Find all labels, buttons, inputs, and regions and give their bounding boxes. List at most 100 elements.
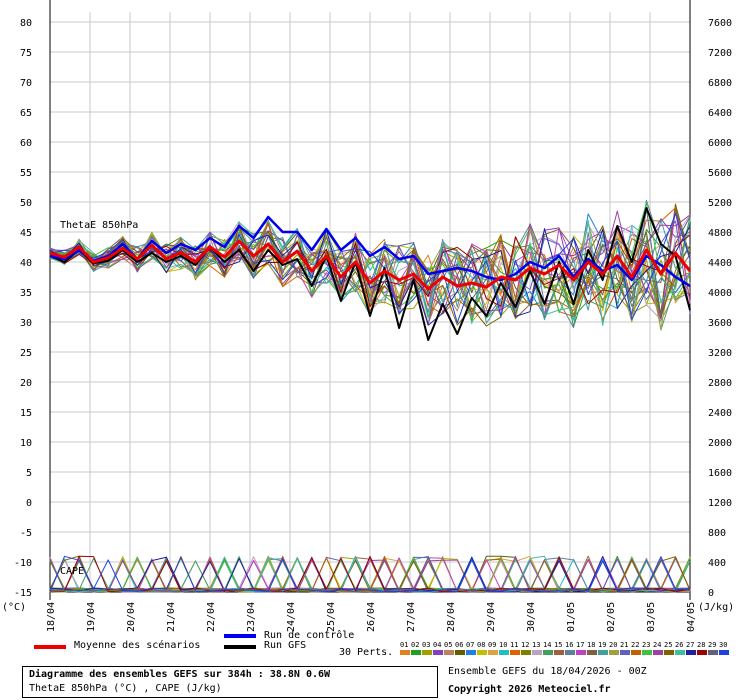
control-legend-swatch (224, 634, 256, 638)
right-tick-label: 4400 (708, 258, 732, 269)
pert-swatch (609, 650, 619, 655)
gfs-legend-label: Run GFS (264, 640, 307, 651)
main-series-lines (49, 207, 692, 341)
pert-number: 24 (653, 641, 661, 649)
right-tick-label: 3600 (708, 318, 732, 329)
pert-number: 11 (510, 641, 518, 649)
pert-number: 30 (719, 641, 727, 649)
x-tick-label: 03/05 (646, 602, 657, 632)
pert-number: 04 (433, 641, 441, 649)
x-tick-label: 01/05 (566, 602, 577, 632)
right-tick-label: 6400 (708, 108, 732, 119)
right-tick-label: 800 (708, 528, 726, 539)
perts-label: 30 Perts. (339, 647, 393, 658)
pert-number: 09 (488, 641, 496, 649)
left-tick-label: 45 (20, 228, 32, 239)
pert-swatch (521, 650, 531, 655)
left-tick-label: 30 (20, 318, 32, 329)
x-tick-label: 22/04 (206, 602, 217, 632)
pert-number: 23 (642, 641, 650, 649)
left-tick-label: 55 (20, 168, 32, 179)
pert-number: 07 (466, 641, 474, 649)
pert-swatch (477, 650, 487, 655)
pert-swatch (708, 650, 718, 655)
pert-swatch (653, 650, 663, 655)
pert-swatch (598, 650, 608, 655)
left-tick-label: -10 (14, 558, 32, 569)
left-tick-label: -5 (20, 528, 32, 539)
control-line (49, 215, 691, 288)
pert-number: 14 (543, 641, 551, 649)
pert-number: 28 (697, 641, 705, 649)
x-tick-label: 04/05 (686, 602, 697, 632)
chart-subtitle: ThetaE 850hPa (°C) , CAPE (J/kg) (29, 683, 222, 694)
gfs-legend-swatch (224, 645, 256, 649)
pert-number: 18 (587, 641, 595, 649)
pert-line (49, 226, 691, 326)
left-tick-label: 0 (26, 498, 32, 509)
left-tick-label: 65 (20, 108, 32, 119)
left-tick-label: 25 (20, 348, 32, 359)
pert-swatch (719, 650, 729, 655)
right-tick-label: 4000 (708, 288, 732, 299)
right-axis-ticks: 7600720068006400600056005200480044004000… (708, 18, 732, 599)
cape-pert-line (49, 555, 691, 593)
pert-line (49, 219, 691, 326)
pert-number: 12 (521, 641, 529, 649)
pert-swatch (587, 650, 597, 655)
left-tick-label: 15 (20, 408, 32, 419)
cape-pert-line (49, 556, 691, 593)
left-tick-label: 75 (20, 48, 32, 59)
pert-number: 27 (686, 641, 694, 649)
pert-swatch (565, 650, 575, 655)
pert-swatch (455, 650, 465, 655)
mean-line (49, 239, 692, 291)
control-legend-label: Run de contrôle (264, 630, 355, 641)
pert-number: 03 (422, 641, 430, 649)
pert-number: 26 (675, 641, 683, 649)
x-tick-label: 25/04 (326, 602, 337, 632)
pert-number: 19 (598, 641, 606, 649)
right-tick-label: 6000 (708, 138, 732, 149)
pert-swatch (675, 650, 685, 655)
right-tick-label: 1600 (708, 468, 732, 479)
pert-swatch (488, 650, 498, 655)
right-tick-label: 2400 (708, 408, 732, 419)
right-tick-label: 7200 (708, 48, 732, 59)
pert-number: 16 (565, 641, 573, 649)
right-tick-label: 4800 (708, 228, 732, 239)
info-box: Diagramme des ensembles GEFS sur 384h : … (22, 666, 438, 698)
pert-swatch (620, 650, 630, 655)
left-tick-label: 20 (20, 378, 32, 389)
copyright: Copyright 2026 Meteociel.fr (448, 684, 611, 695)
x-tick-label: 20/04 (126, 602, 137, 632)
left-tick-label: 40 (20, 258, 32, 269)
pert-number: 05 (444, 641, 452, 649)
pert-swatch (532, 650, 542, 655)
x-tick-label: 18/04 (46, 602, 57, 632)
perturbation-legend: 01 02 03 04 05 06 07 08 09 10 11 12 13 14 15 16 17 18 19 20… (400, 641, 729, 655)
x-tick-label: 29/04 (486, 602, 497, 632)
right-tick-label: 5600 (708, 168, 732, 179)
pert-number: 17 (576, 641, 584, 649)
thetae-series-label: ThetaE 850hPa (60, 220, 138, 231)
pert-number: 13 (532, 641, 540, 649)
pert-number: 25 (664, 641, 672, 649)
left-tick-label: 70 (20, 78, 32, 89)
right-tick-label: 7600 (708, 18, 732, 29)
left-tick-label: 5 (26, 468, 32, 479)
right-tick-label: 3200 (708, 348, 732, 359)
pert-swatch (543, 650, 553, 655)
left-tick-label: 80 (20, 18, 32, 29)
x-tick-label: 26/04 (366, 602, 377, 632)
x-axis-ticks: 18/04 19/04 20/04 21/04 22/04 23/04 24/04 25/04… (46, 602, 697, 632)
cape-series-label: CAPE (60, 566, 84, 577)
pert-swatch (466, 650, 476, 655)
right-axis-unit: (J/kg) (698, 602, 734, 613)
pert-swatch (510, 650, 520, 655)
pert-swatch (499, 650, 509, 655)
right-tick-label: 400 (708, 558, 726, 569)
chart-grid (49, 0, 691, 600)
pert-swatch (664, 650, 674, 655)
